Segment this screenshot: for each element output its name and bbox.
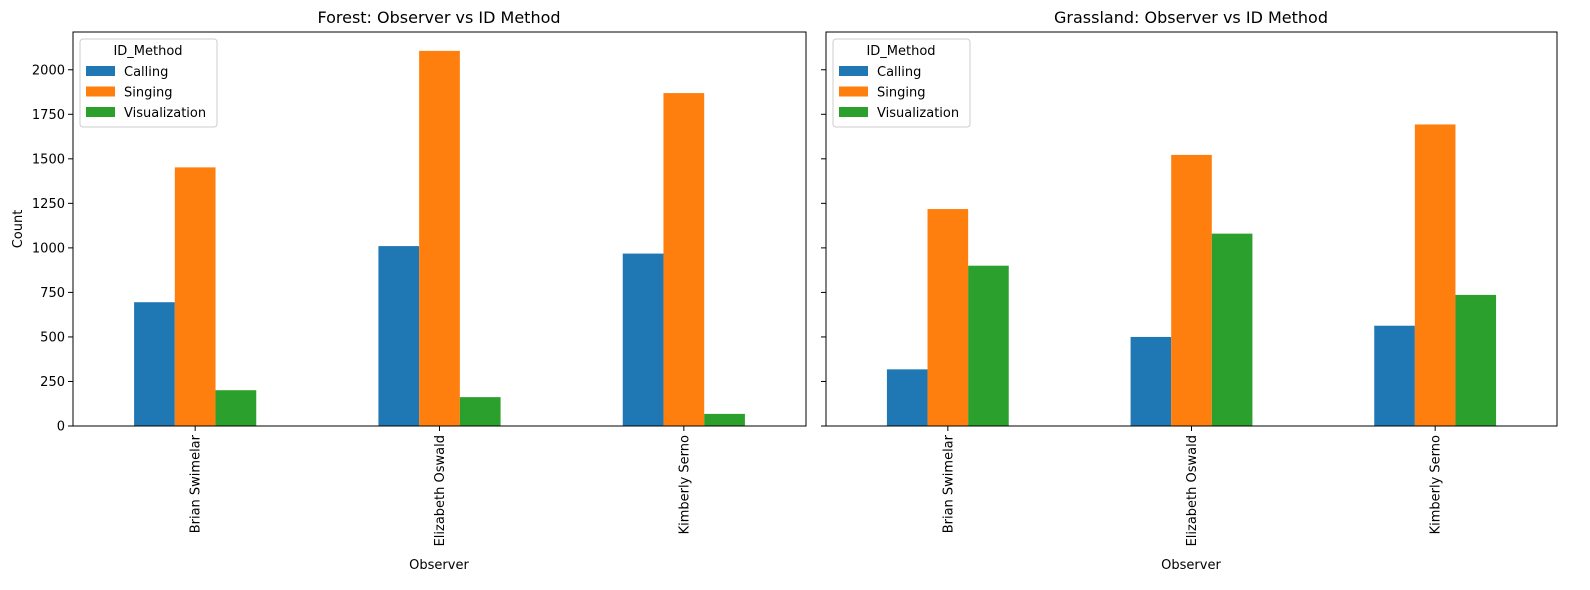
forest-legend-swatch-visualization: [86, 107, 115, 117]
forest-y-tick-label: 1000: [32, 241, 65, 256]
grassland-legend-label-singing: Singing: [877, 86, 925, 101]
forest-axes-frame: [72, 31, 807, 427]
forest-x-tick-label: Brian Swimelar: [189, 434, 204, 533]
grassland-x-tick-label: Brian Swimelar: [941, 434, 956, 533]
grassland-x-ticks: Brian Swimelar Elizabeth Oswald Kimberly S…: [941, 426, 1444, 546]
forest-y-axis-label: Count: [11, 210, 26, 249]
grassland-bar-brian-swimelar-visualization: [968, 265, 1009, 426]
grassland-axes-frame: [825, 31, 1558, 427]
forest-legend-title: ID_Method: [113, 44, 182, 59]
forest-y-tick-label: 2000: [32, 63, 65, 78]
grassland-y-ticks: [821, 69, 826, 427]
grassland-bar-brian-swimelar-calling: [886, 369, 928, 426]
grassland-bar-elizabeth-oswald-singing: [1171, 154, 1212, 426]
grassland-legend-swatch-singing: [839, 86, 868, 97]
forest-x-axis-label: Observer: [409, 558, 469, 573]
grassland-bar-elizabeth-oswald-visualization: [1211, 233, 1253, 426]
grassland-x-tick-label: Kimberly Serno: [1429, 435, 1444, 534]
forest-x-tick-label: Kimberly Serno: [677, 435, 692, 534]
forest-legend-items: Calling Singing Visualization: [86, 65, 206, 121]
grassland-bar-elizabeth-oswald-calling: [1130, 336, 1172, 426]
grassland-chart-title: Grassland: Observer vs ID Method: [1054, 8, 1328, 27]
grassland-legend-items: Calling Singing Visualization: [839, 65, 959, 121]
grassland-x-tick-label: Elizabeth Oswald: [1185, 435, 1200, 546]
forest-bar-elizabeth-oswald-visualization: [459, 397, 501, 426]
grassland-legend-swatch-calling: [839, 66, 868, 76]
forest-legend-label-calling: Calling: [124, 65, 168, 80]
forest-y-tick-label: 1750: [32, 108, 65, 123]
grassland-legend-swatch-visualization: [839, 107, 868, 117]
forest-y-tick-label: 1500: [32, 152, 65, 167]
grassland-bar-brian-swimelar-singing: [927, 209, 969, 426]
forest-y-tick-label: 250: [40, 375, 65, 390]
forest-bar-brian-swimelar-singing: [174, 167, 216, 426]
grassland-legend-label-visualization: Visualization: [877, 106, 959, 121]
grassland-legend-title: ID_Method: [866, 44, 935, 59]
forest-chart-title: Forest: Observer vs ID Method: [317, 8, 560, 27]
grassland-bar-kimberly-serno-singing: [1414, 124, 1456, 426]
forest-legend-swatch-calling: [86, 66, 115, 76]
grassland-legend: ID_Method Calling Singing Visualization: [832, 38, 971, 128]
forest-bar-kimberly-serno-calling: [622, 253, 664, 426]
grassland-x-axis-label: Observer: [1161, 558, 1221, 573]
forest-legend-swatch-singing: [86, 86, 115, 97]
grassland-legend-label-calling: Calling: [877, 65, 921, 80]
forest-y-tick-label: 0: [57, 420, 65, 435]
forest-y-tick-label: 750: [40, 286, 65, 301]
forest-y-tick-label: 1250: [32, 197, 65, 212]
forest-x-tick-label: Elizabeth Oswald: [433, 435, 448, 546]
forest-bar-elizabeth-oswald-calling: [378, 246, 420, 426]
forest-y-ticks: 0 250 500 750 1000 1250 1500 1750 2000: [32, 63, 73, 435]
grassland-bar-kimberly-serno-calling: [1374, 325, 1415, 426]
forest-legend-label-visualization: Visualization: [124, 106, 206, 121]
forest-bar-elizabeth-oswald-singing: [419, 50, 460, 426]
grassland-bar-kimberly-serno-visualization: [1455, 294, 1497, 426]
forest-bar-brian-swimelar-visualization: [215, 390, 257, 426]
grassland-bars: [886, 124, 1497, 426]
forest-x-ticks: Brian Swimelar Elizabeth Oswald Kimberly S…: [189, 426, 692, 546]
forest-bar-brian-swimelar-calling: [134, 302, 175, 426]
forest-legend-box: [79, 38, 218, 128]
forest-bars: [134, 50, 745, 426]
forest-legend-label-singing: Singing: [124, 86, 172, 101]
forest-y-tick-label: 500: [40, 330, 65, 345]
forest-legend: ID_Method Calling Singing Visualization: [79, 38, 218, 128]
forest-bar-kimberly-serno-visualization: [704, 413, 745, 426]
forest-bar-kimberly-serno-singing: [663, 93, 705, 426]
forest-panel: Forest: Observer vs ID Method 0 250 500 750…: [11, 8, 807, 573]
grassland-panel: Grassland: Observer vs ID Method Brian S…: [821, 8, 1558, 573]
grassland-legend-box: [832, 38, 971, 128]
